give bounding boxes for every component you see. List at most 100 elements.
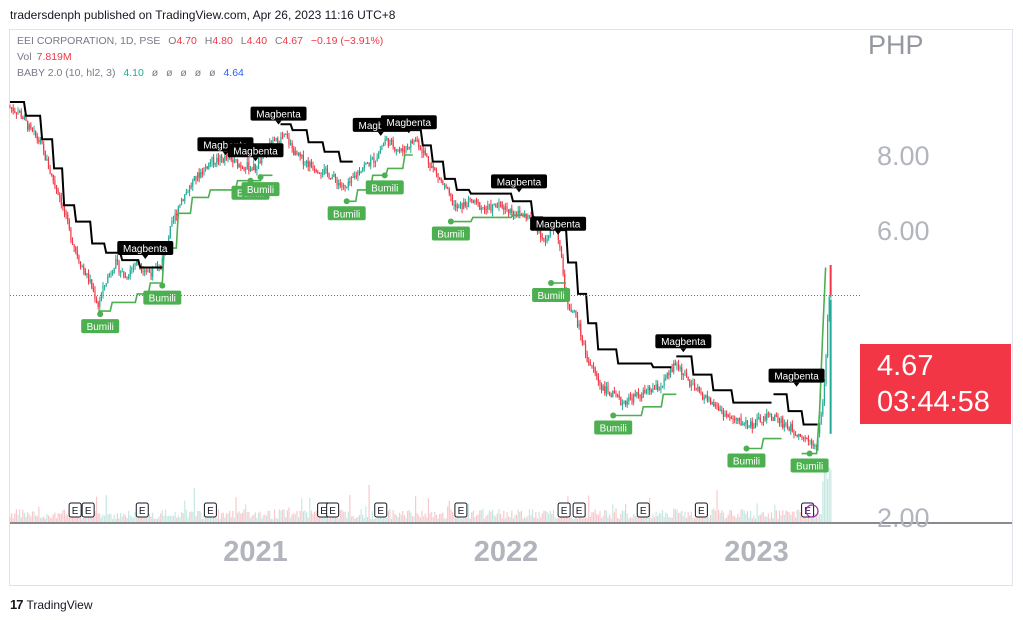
volume-bar — [421, 510, 423, 522]
volume-bar — [716, 489, 718, 522]
candle-body — [185, 192, 187, 195]
candle-body — [67, 214, 69, 221]
candle-body — [661, 385, 664, 388]
volume-bar — [482, 509, 484, 522]
candle-body — [639, 395, 641, 398]
volume-bar — [270, 518, 272, 522]
indicator-name[interactable]: BABY 2.0 (10, hl2, 3) — [17, 67, 116, 79]
candle-body — [705, 395, 707, 398]
earnings-marker-10[interactable]: E — [636, 502, 650, 518]
candle-body — [719, 409, 721, 411]
close-value: 4.67 — [282, 35, 303, 47]
volume-bar — [87, 516, 90, 522]
volume-label[interactable]: Vol — [17, 51, 32, 63]
earnings-marker-7[interactable]: E — [454, 502, 468, 518]
candle-body — [310, 161, 313, 167]
candle-body — [471, 199, 473, 201]
candle-body — [498, 201, 500, 208]
volume-bar — [790, 514, 792, 522]
volume-bar — [581, 518, 583, 522]
volume-bar — [514, 515, 516, 522]
volume-bar — [35, 515, 37, 522]
candle-body — [196, 172, 199, 181]
volume-bar — [671, 517, 673, 522]
volume-bar — [785, 510, 787, 522]
volume-bar — [254, 512, 256, 522]
volume-bar — [604, 509, 606, 522]
earnings-marker-3[interactable]: E — [203, 502, 217, 518]
candle-body — [108, 274, 110, 277]
candle-body — [23, 116, 26, 119]
candle-body — [211, 156, 213, 163]
candle-body — [713, 402, 715, 407]
volume-bar — [666, 513, 668, 522]
candle-body — [437, 173, 439, 178]
candle-body — [136, 261, 138, 264]
candle-body — [445, 184, 447, 189]
volume-bar — [362, 514, 364, 522]
volume-bar — [166, 516, 168, 522]
candle-body — [761, 421, 763, 424]
footer-brand[interactable]: TradingView — [26, 597, 93, 612]
earnings-marker-11[interactable]: E — [694, 502, 708, 518]
candle-body — [251, 168, 253, 171]
earnings-marker-8[interactable]: E — [557, 502, 571, 518]
earnings-marker-0[interactable]: E — [68, 502, 82, 518]
sell-label-pointer — [252, 157, 259, 162]
earnings-marker-2[interactable]: E — [135, 502, 149, 518]
buy-signal-dot — [743, 445, 750, 452]
candle-body — [354, 175, 356, 178]
candle-body — [132, 265, 135, 268]
candle-body — [628, 397, 630, 402]
earnings-marker-6[interactable]: E — [374, 502, 388, 518]
candle-body — [70, 228, 72, 241]
candle-body — [589, 363, 591, 366]
earnings-marker-9[interactable]: E — [572, 502, 586, 518]
candle-body — [434, 167, 436, 171]
volume-bar — [309, 497, 311, 522]
candle-body — [406, 146, 409, 148]
sell-label-box — [380, 115, 437, 130]
candle-body — [342, 184, 345, 187]
volume-bar — [232, 510, 234, 522]
volume-bar — [358, 515, 361, 522]
candle-body — [636, 392, 638, 396]
candle-body — [144, 270, 146, 272]
volume-bar — [740, 509, 742, 522]
candle-body — [439, 177, 441, 179]
candle-body — [477, 201, 479, 203]
volume-bar — [63, 509, 66, 522]
volume-bar — [461, 518, 463, 522]
candle-body — [451, 196, 454, 206]
candle-body — [762, 416, 765, 424]
candle-body — [668, 372, 670, 376]
dividends-icon[interactable] — [805, 504, 819, 518]
volume-bar — [798, 509, 800, 522]
volume-bar — [815, 514, 818, 522]
candle-body — [107, 276, 109, 284]
candle-body — [740, 418, 742, 426]
volume-bar — [527, 515, 529, 522]
volume-bar — [94, 511, 96, 522]
volume-bar — [830, 469, 832, 522]
volume-bar — [153, 518, 155, 522]
volume-bar — [775, 510, 777, 522]
candle-body — [225, 155, 228, 159]
volume-bar — [288, 507, 290, 522]
candle-body — [600, 384, 603, 391]
sell-label-pointer — [275, 120, 282, 125]
earnings-marker-5[interactable]: E — [326, 502, 340, 518]
buy-label-text: Bumili — [733, 456, 760, 467]
volume-bar — [27, 512, 29, 522]
volume-bar — [471, 512, 473, 522]
volume-bar — [147, 512, 149, 522]
earnings-marker-12[interactable]: E — [801, 502, 815, 518]
sell-label-text: Magbenta — [203, 140, 248, 151]
volume-bar — [116, 513, 119, 522]
earnings-marker-1[interactable]: E — [81, 502, 95, 518]
volume-bar — [213, 514, 215, 522]
stop-line-1 — [280, 123, 353, 163]
volume-bar — [607, 517, 609, 522]
symbol-name[interactable]: EEI CORPORATION, 1D, PSE — [17, 35, 161, 47]
